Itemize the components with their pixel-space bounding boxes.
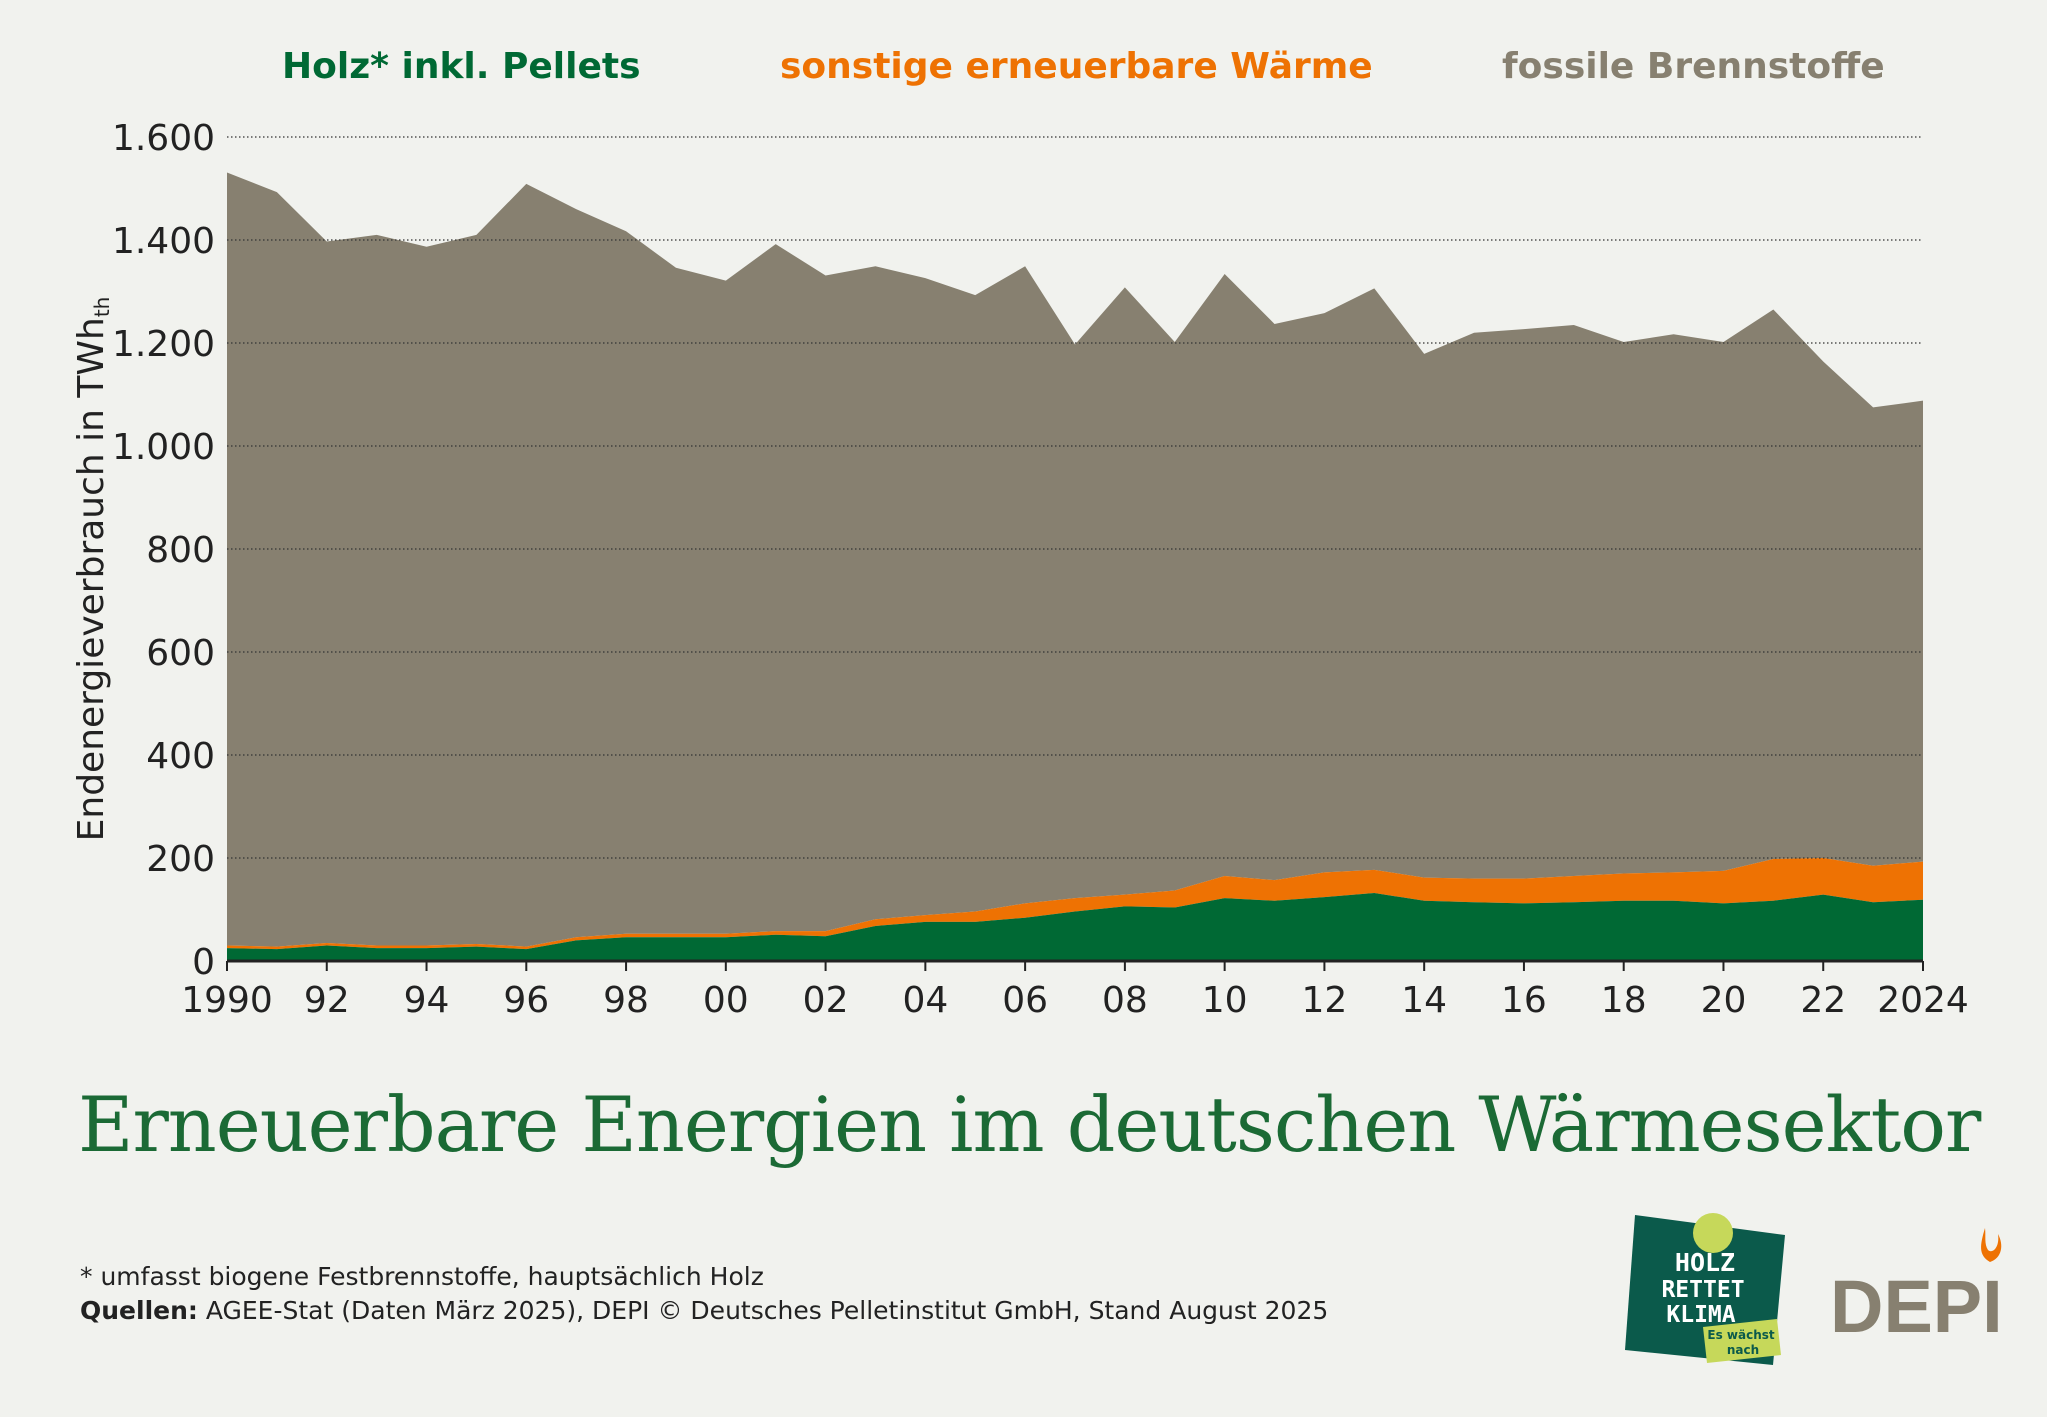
x-tick-label: 16 <box>1501 980 1547 1021</box>
y-axis-label: Endenergieverbrauch in TWhth <box>71 297 114 842</box>
x-tick-label: 10 <box>1202 980 1248 1021</box>
area-fossile <box>227 172 1923 947</box>
x-tick-label: 98 <box>603 980 649 1021</box>
y-tick-label: 800 <box>146 530 215 571</box>
x-tick-label: 1990 <box>181 980 273 1021</box>
y-tick-label: 1.400 <box>112 221 215 262</box>
x-tick-label: 06 <box>1002 980 1048 1021</box>
logo-tag-2: nach <box>1727 1343 1759 1357</box>
y-tick-label: 1.200 <box>112 324 215 365</box>
x-tick-label: 92 <box>304 980 350 1021</box>
legend-fossil: fossile Brennstoffe <box>1502 46 1885 87</box>
legend-holz: Holz* inkl. Pellets <box>282 46 641 87</box>
legend-sonstige: sonstige erneuerbare Wärme <box>780 46 1373 87</box>
logo-line-2: RETTET <box>1661 1277 1744 1303</box>
x-tick-label: 04 <box>902 980 948 1021</box>
sources: Quellen: AGEE-Stat (Daten März 2025), DE… <box>80 1296 1328 1325</box>
y-tick-label: 0 <box>192 942 215 983</box>
x-tick-label: 94 <box>404 980 450 1021</box>
y-tick-label: 1.000 <box>112 427 215 468</box>
depi-logo: DEPI <box>1830 1228 2003 1340</box>
x-tick-label: 20 <box>1701 980 1747 1021</box>
y-tick-label: 200 <box>146 839 215 880</box>
x-tick-label: 18 <box>1601 980 1647 1021</box>
x-tick-label: 12 <box>1302 980 1348 1021</box>
x-tick-label: 00 <box>703 980 749 1021</box>
y-axis-label-main: Endenergieverbrauch in TWh <box>71 317 112 841</box>
footnote: * umfasst biogene Festbrennstoffe, haupt… <box>80 1262 764 1291</box>
x-tick-label: 08 <box>1102 980 1148 1021</box>
chart-title: Erneuerbare Energien im deutschen Wärmes… <box>78 1080 1981 1169</box>
y-tick-label: 600 <box>146 633 215 674</box>
depi-text: DEPI <box>1830 1265 2003 1340</box>
area-sonstige <box>227 858 1923 950</box>
y-axis-label-sub: th <box>90 297 114 318</box>
logo-line-1: HOLZ <box>1675 1248 1735 1277</box>
sources-text: AGEE-Stat (Daten März 2025), DEPI © Deut… <box>197 1296 1329 1325</box>
y-tick-label: 400 <box>146 736 215 777</box>
x-tick-label: 2024 <box>1877 980 1969 1021</box>
holz-rettet-klima-logo: HOLZ RETTET KLIMA Es wächst nach <box>1625 1213 1785 1365</box>
x-tick-label: 96 <box>503 980 549 1021</box>
x-tick-label: 14 <box>1401 980 1447 1021</box>
logo-tag-1: Es wächst <box>1707 1328 1775 1342</box>
logo-line-3: KLIMA <box>1666 1302 1735 1328</box>
sources-label: Quellen: <box>80 1296 198 1325</box>
y-tick-label: 1.600 <box>112 118 215 159</box>
x-tick-label: 22 <box>1800 980 1846 1021</box>
flame-icon <box>1981 1228 2002 1262</box>
x-tick-label: 02 <box>803 980 849 1021</box>
area-holz <box>227 893 1923 961</box>
